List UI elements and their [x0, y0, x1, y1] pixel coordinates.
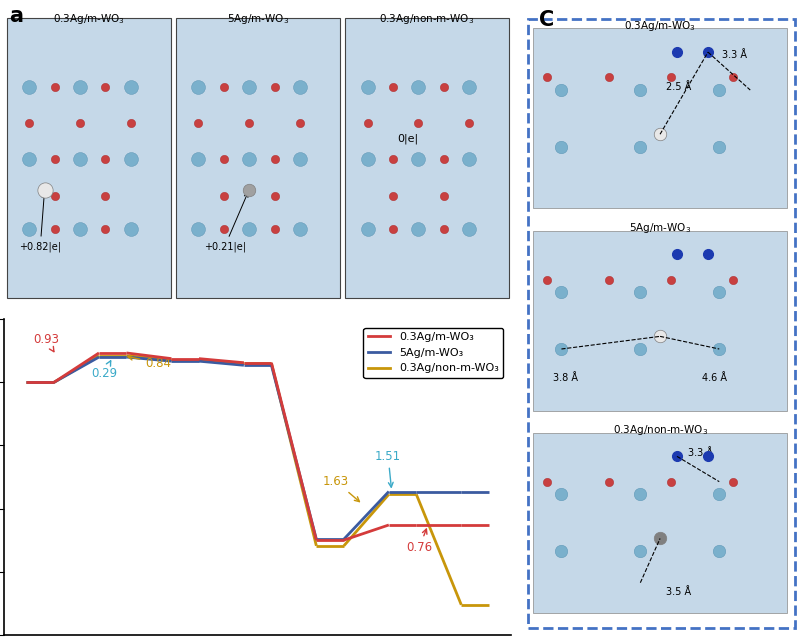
FancyBboxPatch shape: [533, 230, 786, 411]
Text: 3.8 Å: 3.8 Å: [553, 373, 578, 383]
Text: 1.63: 1.63: [323, 475, 360, 501]
Text: 5Ag/m-WO$_3$: 5Ag/m-WO$_3$: [226, 12, 289, 26]
Text: 4.6 Å: 4.6 Å: [702, 373, 728, 383]
Text: 0.76: 0.76: [407, 529, 432, 554]
Text: 0.3Ag/m-WO$_3$: 0.3Ag/m-WO$_3$: [624, 19, 696, 33]
Text: 0.3Ag/non-m-WO$_3$: 0.3Ag/non-m-WO$_3$: [379, 12, 474, 26]
Text: +0.21|e|: +0.21|e|: [204, 193, 248, 252]
FancyBboxPatch shape: [533, 29, 786, 209]
Text: 0.29: 0.29: [91, 360, 117, 380]
Text: 0.3Ag/m-WO$_3$: 0.3Ag/m-WO$_3$: [52, 12, 125, 26]
FancyBboxPatch shape: [345, 19, 509, 298]
Text: 0.3Ag/non-m-WO$_3$: 0.3Ag/non-m-WO$_3$: [613, 423, 708, 437]
Text: 3.5 Å: 3.5 Å: [666, 588, 691, 597]
FancyBboxPatch shape: [6, 19, 171, 298]
FancyBboxPatch shape: [527, 19, 795, 628]
FancyBboxPatch shape: [533, 433, 786, 612]
Text: a: a: [9, 6, 23, 26]
Text: 2.5 Å: 2.5 Å: [666, 82, 691, 92]
Text: 0.93: 0.93: [33, 333, 59, 352]
Text: 0|e|: 0|e|: [398, 133, 419, 144]
Text: 5Ag/m-WO$_3$: 5Ag/m-WO$_3$: [629, 221, 691, 235]
Text: C: C: [539, 10, 554, 29]
Text: 0.84: 0.84: [128, 355, 171, 369]
Text: +0.82|e|: +0.82|e|: [19, 193, 61, 252]
Text: 3.3 Å: 3.3 Å: [688, 449, 713, 458]
Text: 3.3 Å: 3.3 Å: [722, 50, 747, 61]
Legend: 0.3Ag/m-WO₃, 5Ag/m-WO₃, 0.3Ag/non-m-WO₃: 0.3Ag/m-WO₃, 5Ag/m-WO₃, 0.3Ag/non-m-WO₃: [363, 328, 503, 378]
Text: 1.51: 1.51: [375, 450, 401, 487]
FancyBboxPatch shape: [175, 19, 340, 298]
